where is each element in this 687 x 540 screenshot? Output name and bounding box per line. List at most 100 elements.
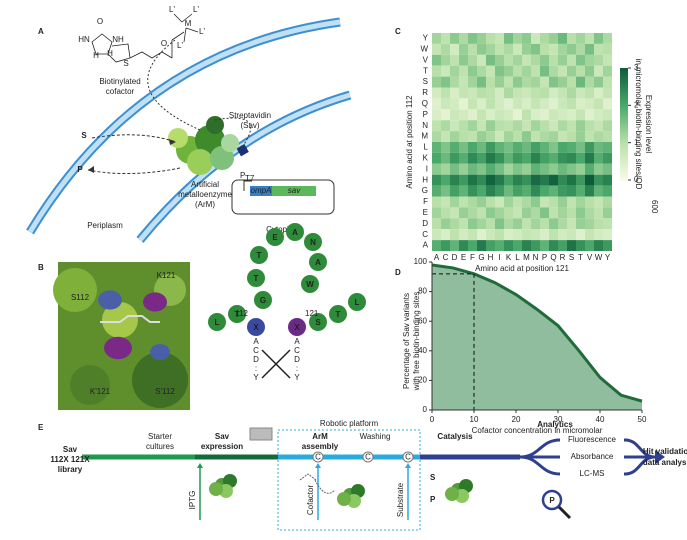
heat-cell <box>441 98 450 110</box>
heat-cell <box>504 43 513 55</box>
protein-blob <box>221 134 239 152</box>
colorbar-step <box>620 101 628 105</box>
heat-cell <box>531 185 540 197</box>
heat-cell <box>531 65 540 77</box>
promoter-arrow <box>243 180 252 191</box>
x-tick-label: F <box>470 253 475 262</box>
heat-cell <box>513 240 522 251</box>
heat-cell <box>495 109 504 121</box>
colorbar-step <box>620 112 628 117</box>
atom: HN <box>78 35 90 44</box>
heat-cell <box>567 120 576 132</box>
arrowhead <box>315 463 321 468</box>
y-tick-label: L <box>424 143 429 152</box>
heat-cell <box>486 54 495 66</box>
heat-cell <box>540 76 549 88</box>
heat-cell <box>441 43 450 55</box>
heat-cell <box>432 218 441 230</box>
heat-cell <box>567 185 576 197</box>
heat-cell <box>468 98 477 110</box>
x-tick-label: 0 <box>430 415 435 424</box>
heat-cell <box>531 109 540 121</box>
heat-cell <box>594 109 603 121</box>
step-node <box>362 451 374 463</box>
residue-letter: G <box>260 296 266 305</box>
heat-cell <box>540 54 549 66</box>
ompa: ompA <box>251 186 272 195</box>
x-tick-label: I <box>498 253 500 262</box>
heat-cell <box>477 152 486 164</box>
x-tick-label: V <box>587 253 593 262</box>
y-tick-label: 80 <box>418 287 427 296</box>
heat-cell <box>585 43 594 55</box>
reference-line <box>432 273 475 410</box>
cofactor-arrow <box>147 39 201 131</box>
heat-cell <box>495 218 504 230</box>
colorbar-step <box>620 160 628 164</box>
colorbar-step <box>620 79 628 83</box>
heat-cell <box>432 98 441 110</box>
heat-cell <box>441 185 450 197</box>
heat-cell <box>459 229 468 241</box>
heat-cell <box>486 185 495 197</box>
heat-cell <box>594 207 603 219</box>
heat-cell <box>486 43 495 55</box>
heat-cell <box>495 196 504 208</box>
heat-cell <box>603 120 612 132</box>
heat-cell <box>477 54 486 66</box>
heat-cell <box>513 152 522 164</box>
heat-cell <box>432 76 441 88</box>
heat-cell <box>549 240 558 251</box>
heat-cell <box>477 33 486 44</box>
heat-cell <box>558 54 567 66</box>
residue <box>254 291 272 309</box>
step: Sav <box>215 432 230 441</box>
y-tick-label: C <box>422 230 428 239</box>
heat-cell <box>576 54 585 66</box>
heat-cell <box>468 229 477 241</box>
x-tick-label: H <box>488 253 494 262</box>
heat-cell <box>531 142 540 153</box>
platform-label: Robotic platform <box>320 419 379 428</box>
heat-cell <box>576 207 585 219</box>
heat-cell <box>441 152 450 164</box>
heat-cell <box>576 120 585 132</box>
residue-letter: E <box>272 233 278 242</box>
heat-cell <box>540 33 549 44</box>
colorbar-step <box>620 68 628 72</box>
colorbar-tick-label: 0 <box>634 175 639 184</box>
heat-cell <box>486 142 495 153</box>
heat-cell <box>540 43 549 55</box>
heat-cell <box>450 207 459 219</box>
heat-cell <box>531 98 540 110</box>
residue-patch <box>150 344 170 360</box>
colorbar-step <box>620 149 628 153</box>
heat-cell <box>504 152 513 164</box>
heat-cell <box>603 229 612 241</box>
heat-cell <box>513 87 522 99</box>
method-bg <box>560 434 624 445</box>
x-tick-label: Y <box>605 253 611 262</box>
heat-cell <box>585 76 594 88</box>
colorbar-step <box>620 115 628 119</box>
heat-cell <box>594 152 603 164</box>
heat-cell <box>441 240 450 251</box>
step: Starter <box>148 432 172 441</box>
platform-box <box>277 429 421 531</box>
heat-cell <box>432 33 441 44</box>
heat-cell <box>594 65 603 77</box>
y-tick-label: R <box>422 88 428 97</box>
heat-cell <box>450 218 459 230</box>
heat-cell <box>513 65 522 77</box>
heat-cell <box>567 87 576 99</box>
colorbar-step <box>620 129 628 133</box>
x-tick-label: T <box>578 253 583 262</box>
heat-cell <box>459 218 468 230</box>
heat-cell <box>558 120 567 132</box>
sav-label: (Sav) <box>240 121 259 130</box>
colorbar-step <box>620 82 628 86</box>
heat-cell <box>495 163 504 175</box>
heat-cell <box>468 196 477 208</box>
residue-letter: X <box>253 323 259 332</box>
colorbar-step <box>620 73 628 77</box>
